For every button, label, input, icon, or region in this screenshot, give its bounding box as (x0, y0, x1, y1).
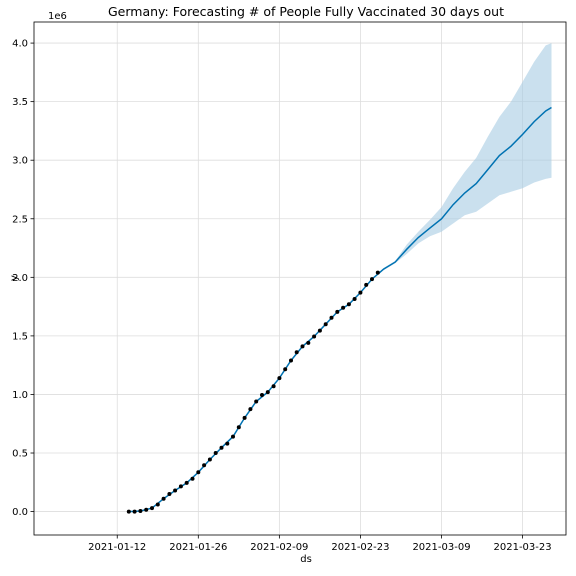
observed-point (126, 509, 131, 514)
y-tick-label: 1.5 (12, 331, 28, 342)
observed-point (196, 470, 201, 475)
y-axis-offset-label: 1e6 (48, 11, 67, 22)
y-tick-label: 3.0 (12, 156, 28, 167)
x-tick-label: 2021-02-09 (250, 542, 308, 553)
observed-point (173, 488, 178, 493)
observed-point (294, 350, 299, 355)
observed-point (283, 367, 288, 372)
observed-point (213, 451, 218, 455)
observed-point (312, 334, 317, 339)
observed-point (271, 384, 276, 389)
x-tick-label: 2021-03-23 (494, 542, 552, 553)
plot-area (126, 43, 552, 514)
observed-point (207, 457, 212, 462)
y-tick-label: 2.5 (12, 214, 28, 225)
observed-point (364, 282, 369, 287)
observed-point (341, 305, 346, 310)
observed-point (265, 390, 270, 395)
y-tick-label: 3.5 (12, 97, 28, 108)
y-tick-label: 0.0 (12, 507, 28, 518)
y-tick-label: 1.0 (12, 390, 28, 401)
observed-point (317, 328, 322, 333)
y-tick-label: 2.0 (12, 273, 28, 284)
observed-point (248, 407, 253, 412)
y-tick-label: 4.0 (12, 39, 28, 50)
observed-point (375, 270, 380, 275)
observed-point (178, 484, 183, 489)
y-tick-label: 0.5 (12, 449, 28, 460)
observed-point (155, 502, 160, 507)
observed-point (346, 302, 351, 307)
x-tick-label: 2021-03-09 (412, 542, 470, 553)
observed-point (150, 506, 154, 511)
observed-point (352, 297, 357, 301)
observed-point (306, 340, 311, 345)
observed-point (289, 358, 293, 363)
y-axis-label: y (9, 275, 20, 281)
x-tick-label: 2021-01-12 (88, 542, 146, 553)
observed-point (329, 315, 334, 320)
observed-point (335, 309, 340, 314)
observed-point (190, 476, 195, 481)
observed-point (236, 425, 241, 430)
observed-point (202, 463, 207, 468)
observed-point (260, 393, 264, 397)
observed-point (144, 507, 149, 512)
observed-point (242, 415, 247, 420)
plot-frame (33, 21, 567, 536)
observed-point (231, 434, 235, 439)
observed-point (138, 509, 143, 513)
observed-point (167, 492, 172, 496)
observed-point (184, 480, 189, 485)
x-tick-label: 2021-01-26 (169, 542, 227, 553)
x-axis-label: ds (300, 554, 312, 565)
observed-point (300, 344, 305, 349)
observed-point (358, 290, 363, 295)
chart-title: Germany: Forecasting # of People Fully V… (108, 4, 504, 19)
observed-point (254, 399, 259, 404)
observed-point (277, 376, 282, 381)
x-tick-label: 2021-02-23 (331, 542, 389, 553)
observed-point (370, 277, 374, 282)
observed-point (161, 496, 166, 501)
observed-point (219, 445, 224, 450)
observed-point (323, 322, 328, 327)
axis-ticks: 2021-01-12 2021-01-26 2021-02-09 2021-02-23… (12, 39, 552, 553)
observed-point (225, 441, 230, 446)
observed-point (132, 509, 137, 514)
